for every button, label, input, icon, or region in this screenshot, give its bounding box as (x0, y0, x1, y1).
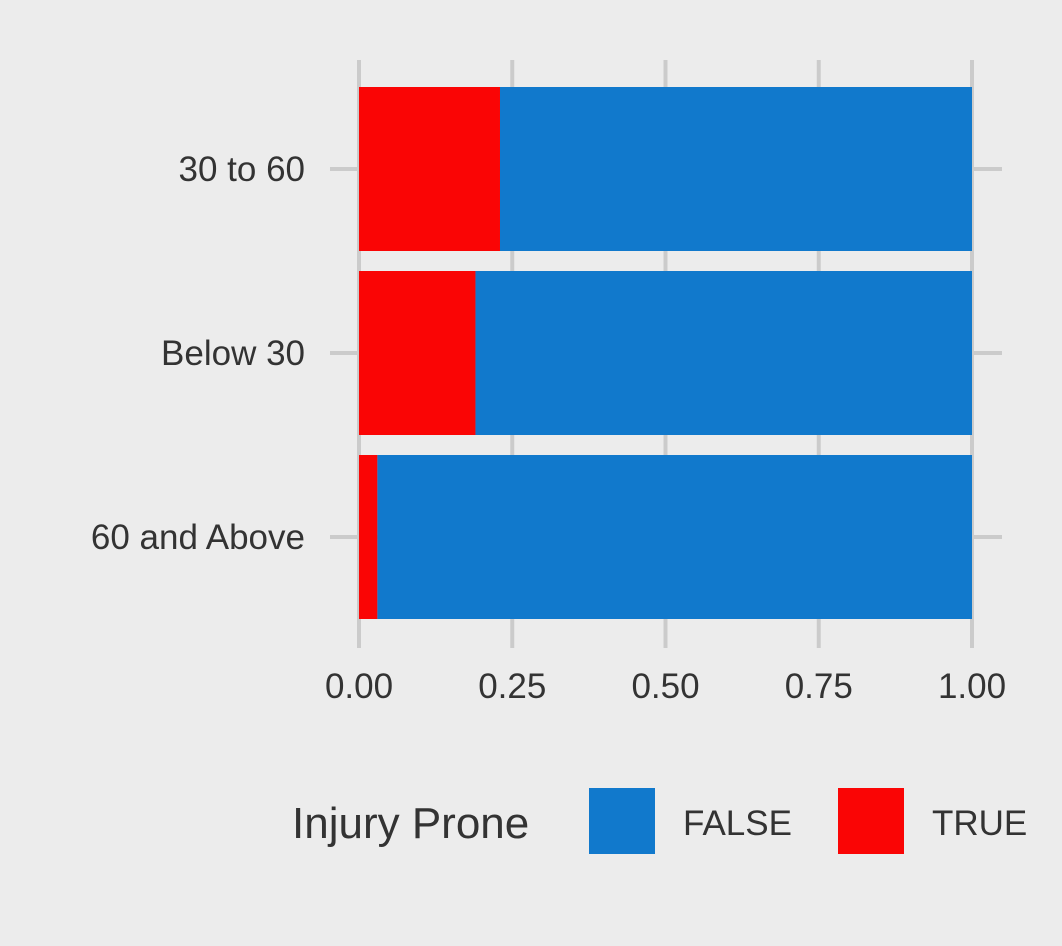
bars (359, 87, 972, 619)
x-tick-label: 0.75 (785, 667, 853, 706)
x-tick-label: 0.00 (325, 667, 393, 706)
x-tick-label: 0.50 (631, 667, 699, 706)
bar-false (499, 87, 972, 251)
x-tick-label: 0.25 (478, 667, 546, 706)
legend-title: Injury Prone (292, 799, 529, 848)
bar-true (359, 271, 476, 435)
y-tick-label: Below 30 (161, 334, 305, 373)
bar-false (377, 455, 972, 619)
bar-false (475, 271, 972, 435)
x-axis: 0.00 0.25 0.50 0.75 1.00 (325, 667, 1006, 706)
bar-true (359, 87, 500, 251)
legend-swatch-false (589, 788, 655, 854)
legend-label-false: FALSE (683, 804, 792, 843)
y-tick-label: 60 and Above (91, 518, 305, 557)
x-tick-label: 1.00 (938, 667, 1006, 706)
legend: Injury Prone FALSE TRUE (292, 788, 1027, 854)
legend-swatch-true (838, 788, 904, 854)
bar-true (359, 455, 378, 619)
legend-label-true: TRUE (932, 804, 1027, 843)
y-axis: 30 to 60 Below 30 60 and Above (91, 150, 305, 557)
y-tick-label: 30 to 60 (179, 150, 306, 189)
